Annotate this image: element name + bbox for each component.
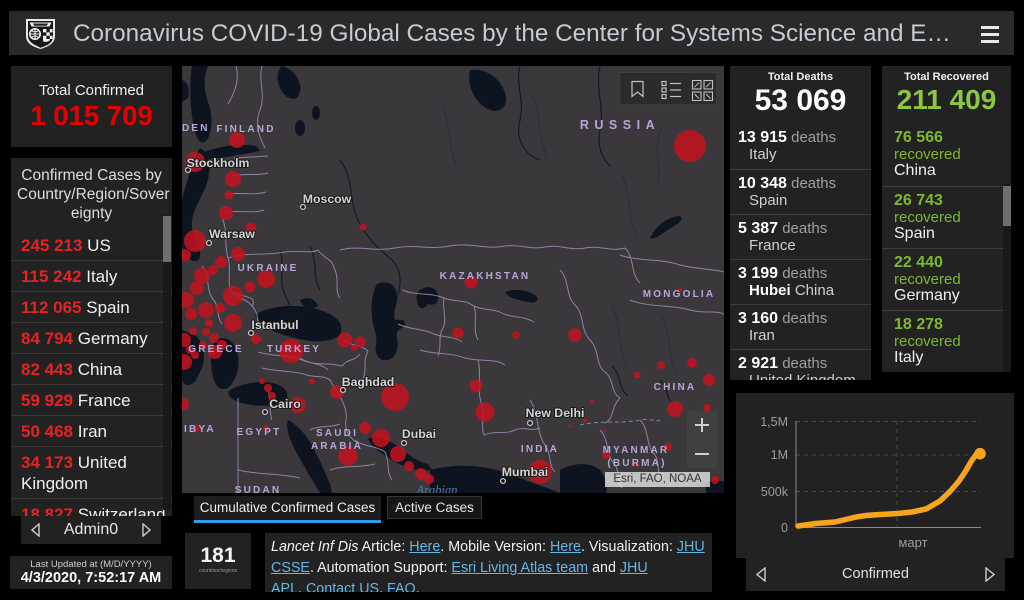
svg-text:Stockholm: Stockholm [187, 156, 250, 170]
svg-text:Mumbai: Mumbai [502, 465, 548, 479]
svg-text:DEN: DEN [182, 123, 210, 134]
svg-text:март: март [898, 535, 927, 550]
svg-text:Warsaw: Warsaw [209, 227, 255, 241]
svg-text:Istanbul: Istanbul [251, 318, 298, 332]
svg-text:1,5M: 1,5M [760, 415, 788, 429]
svg-text:500k: 500k [761, 485, 789, 499]
svg-text:TURKEY: TURKEY [267, 344, 321, 355]
svg-text:Arabian: Arabian [416, 483, 458, 493]
svg-text:0: 0 [781, 521, 788, 535]
svg-text:INDIA: INDIA [521, 444, 559, 455]
svg-text:GREECE: GREECE [188, 344, 243, 355]
svg-text:Baghdad: Baghdad [342, 375, 395, 389]
svg-text:RUSSIA: RUSSIA [580, 118, 660, 132]
svg-text:Cairo: Cairo [269, 397, 301, 411]
svg-text:KAZAKHSTAN: KAZAKHSTAN [440, 271, 531, 282]
svg-text:MYANMAR: MYANMAR [603, 445, 670, 456]
svg-text:Moscow: Moscow [303, 192, 352, 206]
svg-text:SUDAN: SUDAN [235, 485, 282, 493]
svg-text:ARABIA: ARABIA [311, 441, 363, 452]
svg-text:CHINA: CHINA [654, 382, 697, 393]
svg-text:MONGOLIA: MONGOLIA [643, 289, 716, 300]
svg-text:New Delhi: New Delhi [526, 406, 585, 420]
svg-text:FINLAND: FINLAND [216, 124, 275, 135]
svg-text:Dubai: Dubai [402, 427, 436, 441]
svg-text:UKRAINE: UKRAINE [238, 263, 299, 274]
svg-text:EGYPT: EGYPT [237, 427, 282, 438]
svg-text:1M: 1M [771, 448, 788, 462]
svg-text:IBYA: IBYA [184, 424, 216, 435]
svg-text:SAUDI: SAUDI [316, 428, 358, 439]
svg-text:(BURMA): (BURMA) [607, 458, 666, 469]
